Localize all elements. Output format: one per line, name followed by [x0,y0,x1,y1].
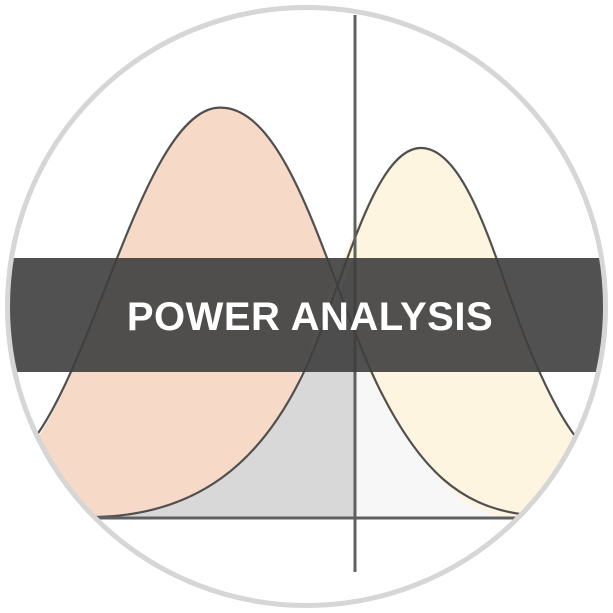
title-banner [7,258,606,372]
beta-region-fill [95,255,355,518]
banner-title: POWER ANALYSIS [127,295,493,339]
alpha-region-fill [355,345,520,518]
badge-ring [5,5,608,608]
